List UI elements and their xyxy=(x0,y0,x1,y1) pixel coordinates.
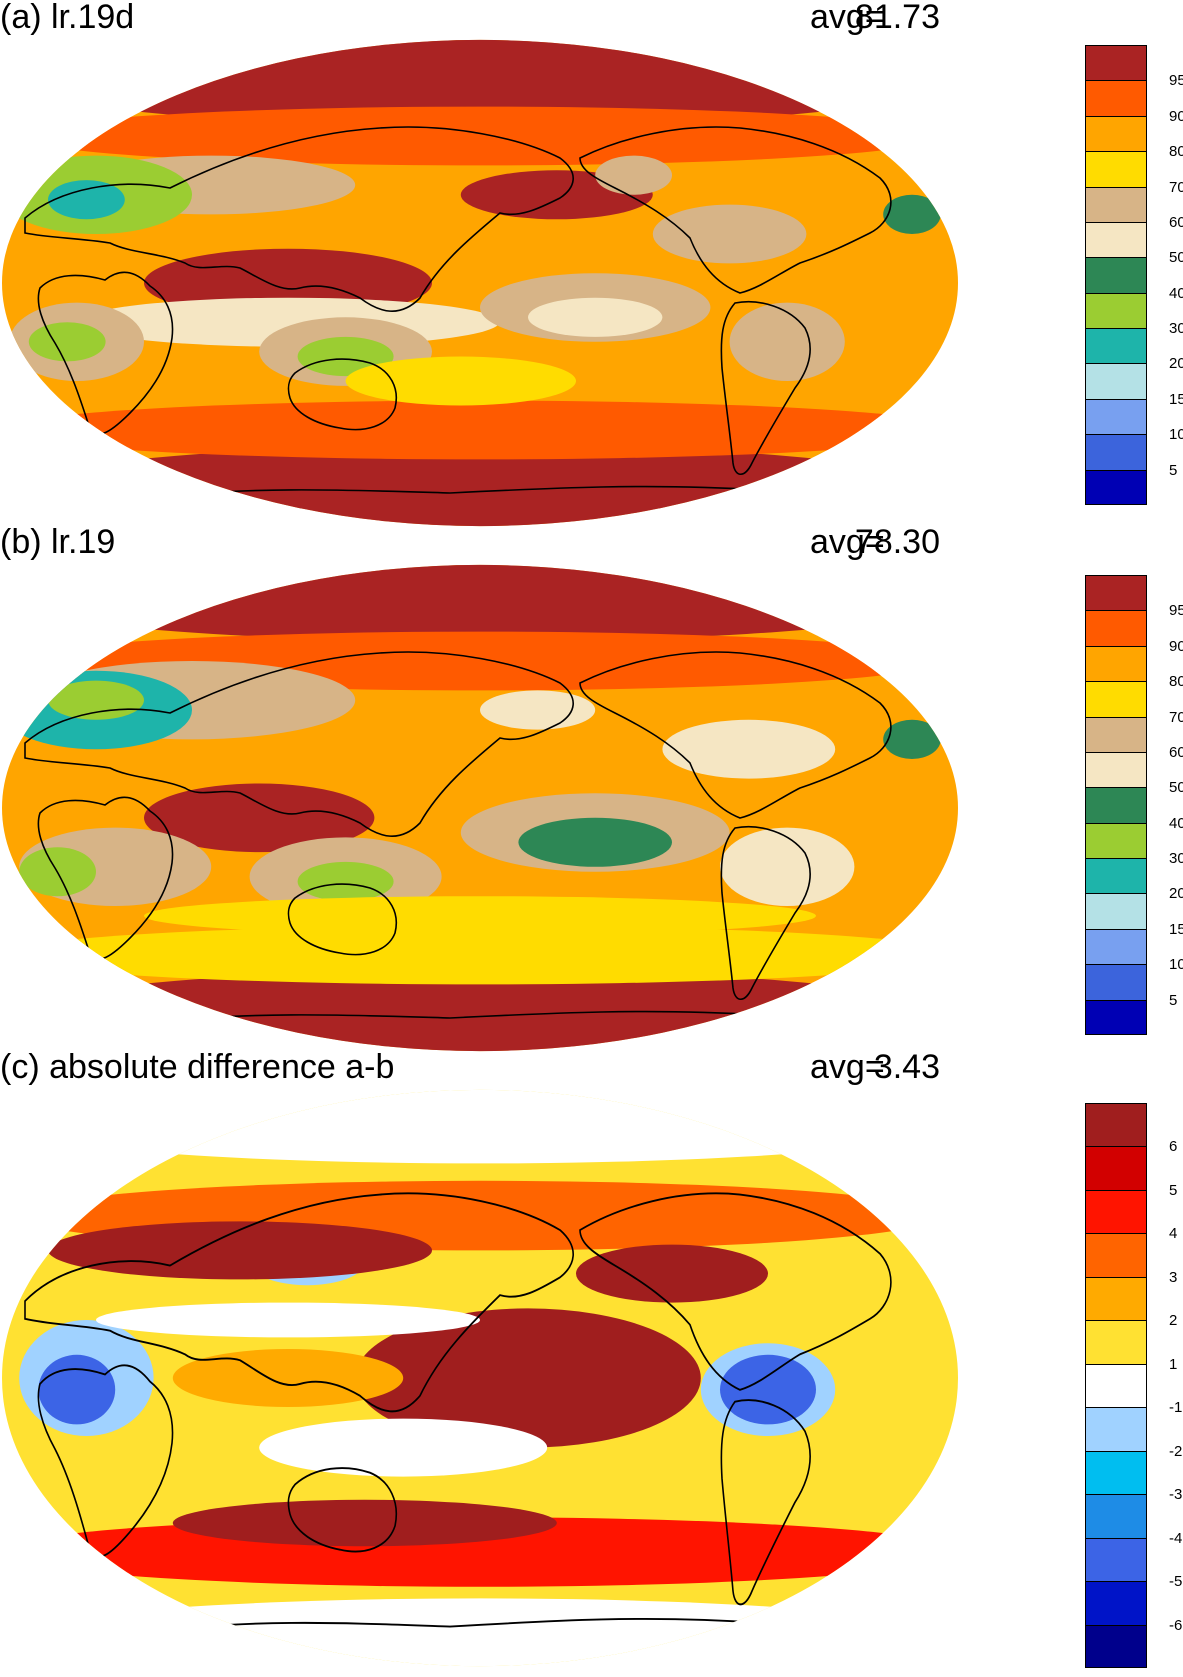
global-map xyxy=(1,39,959,527)
colorbar-swatch xyxy=(1085,645,1147,682)
colorbar-tick-label: 40 xyxy=(1169,814,1183,832)
colorbar-tick-label: 40 xyxy=(1169,284,1183,302)
colorbar-swatch xyxy=(1085,999,1147,1035)
colorbar-tick-label: 30 xyxy=(1169,850,1183,868)
panel-b: (b) lr.19 avg= 78.30 5 10 15 20 30 40 50 60 70 80… xyxy=(0,525,1183,1070)
colorbar-swatch xyxy=(1085,186,1147,222)
colorbar-swatch xyxy=(1085,45,1147,81)
colorbar-swatch xyxy=(1085,292,1147,329)
colorbar-tick-label: 30 xyxy=(1169,320,1183,338)
colorbar-tick-label: 90 xyxy=(1169,107,1183,125)
colorbar-tick-label: 60 xyxy=(1169,743,1183,761)
colorbar-swatch xyxy=(1085,398,1147,435)
colorbar-tick-label: 20 xyxy=(1169,355,1183,373)
colorbar-swatch xyxy=(1085,716,1147,752)
colorbar-swatch xyxy=(1085,928,1147,965)
colorbar-tick-label: 3 xyxy=(1169,1268,1178,1286)
avg-label: avg= xyxy=(810,0,885,36)
colorbar-tick-label: 6 xyxy=(1169,1138,1178,1156)
colorbar-swatch xyxy=(1085,434,1147,470)
colorbar-swatch xyxy=(1085,1624,1147,1668)
colorbar-swatch xyxy=(1085,787,1147,823)
colorbar-swatch xyxy=(1085,1189,1147,1234)
colorbar-swatch xyxy=(1085,893,1147,929)
avg-label: avg= xyxy=(810,523,885,561)
colorbar-tick-label: -5 xyxy=(1169,1573,1183,1591)
colorbar-tick-label: 15 xyxy=(1169,920,1183,938)
colorbar-tick-label: 2 xyxy=(1169,1312,1178,1330)
panel-title: (a) lr.19d xyxy=(0,0,135,36)
colorbar-swatch xyxy=(1085,1407,1147,1451)
colorbar-tick-label: 10 xyxy=(1169,956,1183,974)
colorbar-tick-label: 1 xyxy=(1169,1355,1178,1373)
colorbar-swatch xyxy=(1085,1233,1147,1277)
colorbar: 5 10 15 20 30 40 50 60 70 80 90 95 xyxy=(1085,45,1183,505)
colorbar-tick-label: 60 xyxy=(1169,213,1183,231)
colorbar-tick-label: 10 xyxy=(1169,426,1183,444)
colorbar-swatch xyxy=(1085,1537,1147,1582)
colorbar-swatch xyxy=(1085,822,1147,859)
colorbar-swatch xyxy=(1085,257,1147,293)
colorbar-tick-label: 5 xyxy=(1169,461,1178,479)
colorbar-swatch xyxy=(1085,221,1147,258)
colorbar-tick-label: -6 xyxy=(1169,1616,1183,1634)
global-map xyxy=(1,1089,959,1667)
colorbar-swatch xyxy=(1085,751,1147,788)
colorbar-swatch xyxy=(1085,610,1147,646)
colorbar-swatch xyxy=(1085,575,1147,611)
colorbar-swatch xyxy=(1085,80,1147,116)
colorbar-swatch xyxy=(1085,1276,1147,1321)
colorbar-tick-label: -1 xyxy=(1169,1399,1183,1417)
colorbar-tick-label: 80 xyxy=(1169,143,1183,161)
colorbar-tick-label: 70 xyxy=(1169,178,1183,196)
global-map xyxy=(1,564,959,1052)
colorbar-tick-label: -3 xyxy=(1169,1486,1183,1504)
colorbar-tick-label: 95 xyxy=(1169,72,1183,90)
avg-value: 78.30 xyxy=(854,523,940,561)
colorbar-swatch xyxy=(1085,1494,1147,1538)
avg-value: 3.43 xyxy=(873,1048,940,1086)
colorbar-tick-label: 5 xyxy=(1169,991,1178,1009)
panel-c: (c) absolute difference a-b avg= 3.43 -6… xyxy=(0,1050,1183,1670)
colorbar-tick-label: 5 xyxy=(1169,1181,1178,1199)
colorbar-swatch xyxy=(1085,1450,1147,1495)
panel-a: (a) lr.19d avg= 81.73 5 10 15 20 30 40 50 60 70 8… xyxy=(0,0,1183,545)
colorbar-swatch xyxy=(1085,1103,1147,1147)
avg-value: 81.73 xyxy=(854,0,940,36)
colorbar-swatch xyxy=(1085,1320,1147,1364)
colorbar-swatch xyxy=(1085,1363,1147,1408)
colorbar-swatch xyxy=(1085,1146,1147,1190)
colorbar-swatch xyxy=(1085,858,1147,894)
colorbar-tick-label: 4 xyxy=(1169,1225,1178,1243)
colorbar-tick-label: 20 xyxy=(1169,885,1183,903)
colorbar: 5 10 15 20 30 40 50 60 70 80 90 95 xyxy=(1085,575,1183,1035)
colorbar-tick-label: 90 xyxy=(1169,637,1183,655)
colorbar-tick-label: 80 xyxy=(1169,673,1183,691)
colorbar-swatch xyxy=(1085,469,1147,505)
colorbar-tick-label: 15 xyxy=(1169,390,1183,408)
colorbar-swatch xyxy=(1085,964,1147,1000)
colorbar: -6 -5 -4 -3 -2 -1 1 2 3 4 5 6 xyxy=(1085,1103,1182,1668)
colorbar-swatch xyxy=(1085,328,1147,364)
colorbar-tick-label: 50 xyxy=(1169,779,1183,797)
colorbar-tick-label: -4 xyxy=(1169,1529,1183,1547)
colorbar-swatch xyxy=(1085,115,1147,152)
panel-title: (b) lr.19 xyxy=(0,523,116,561)
colorbar-swatch xyxy=(1085,151,1147,187)
colorbar-swatch xyxy=(1085,1581,1147,1625)
colorbar-swatch xyxy=(1085,363,1147,399)
colorbar-tick-label: -2 xyxy=(1169,1442,1183,1460)
colorbar-tick-label: 70 xyxy=(1169,708,1183,726)
colorbar-tick-label: 50 xyxy=(1169,249,1183,267)
colorbar-tick-label: 95 xyxy=(1169,602,1183,620)
avg-label: avg= xyxy=(810,1048,885,1086)
colorbar-swatch xyxy=(1085,681,1147,717)
panel-title: (c) absolute difference a-b xyxy=(0,1048,395,1086)
